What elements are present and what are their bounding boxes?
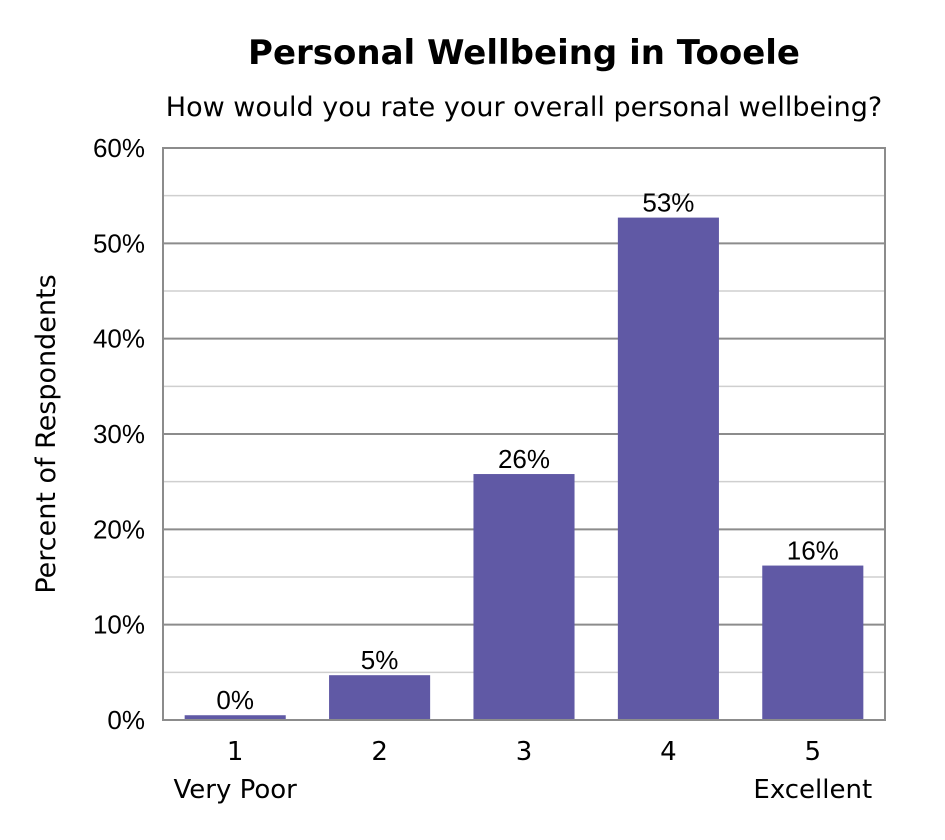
bar [762, 565, 864, 720]
y-tick-label: 40% [93, 324, 145, 354]
bar [617, 217, 719, 721]
x-tick-label: 3 [516, 737, 533, 767]
x-tick-label: 5 [805, 737, 822, 767]
x-tick-label: 1 [227, 737, 244, 767]
x-tick-sublabel: Very Poor [174, 775, 298, 805]
bar [329, 675, 431, 720]
y-tick-label: 30% [93, 419, 145, 449]
y-axis-ticks: 0% 10% 20% 30% 40% 50% 60% [93, 133, 145, 735]
data-labels: 0% 5% 26% 53% 16% [216, 188, 838, 716]
chart-title: Personal Wellbeing in Tooele [248, 33, 800, 73]
chart-subtitle: How would you rate your overall personal… [166, 92, 882, 123]
x-tick-sublabel: Excellent [753, 775, 872, 805]
y-tick-label: 50% [93, 228, 145, 258]
x-tick-label: 4 [660, 737, 677, 767]
data-label: 16% [787, 536, 839, 566]
y-tick-label: 10% [93, 610, 145, 640]
y-tick-label: 20% [93, 514, 145, 544]
data-label: 53% [642, 188, 694, 218]
bars [184, 217, 864, 721]
data-label: 26% [498, 444, 550, 474]
data-label: 0% [216, 685, 254, 715]
y-tick-label: 0% [107, 705, 145, 735]
x-axis-ticks: 1 Very Poor 2 3 4 5 Excellent [174, 737, 873, 805]
plot-border [162, 147, 886, 721]
bar [473, 474, 575, 720]
bar [184, 715, 286, 720]
y-tick-label: 60% [93, 133, 145, 163]
data-label: 5% [361, 645, 399, 675]
x-tick-label: 2 [371, 737, 388, 767]
y-axis-label: Percent of Respondents [31, 274, 62, 593]
plot-frame [162, 147, 886, 721]
